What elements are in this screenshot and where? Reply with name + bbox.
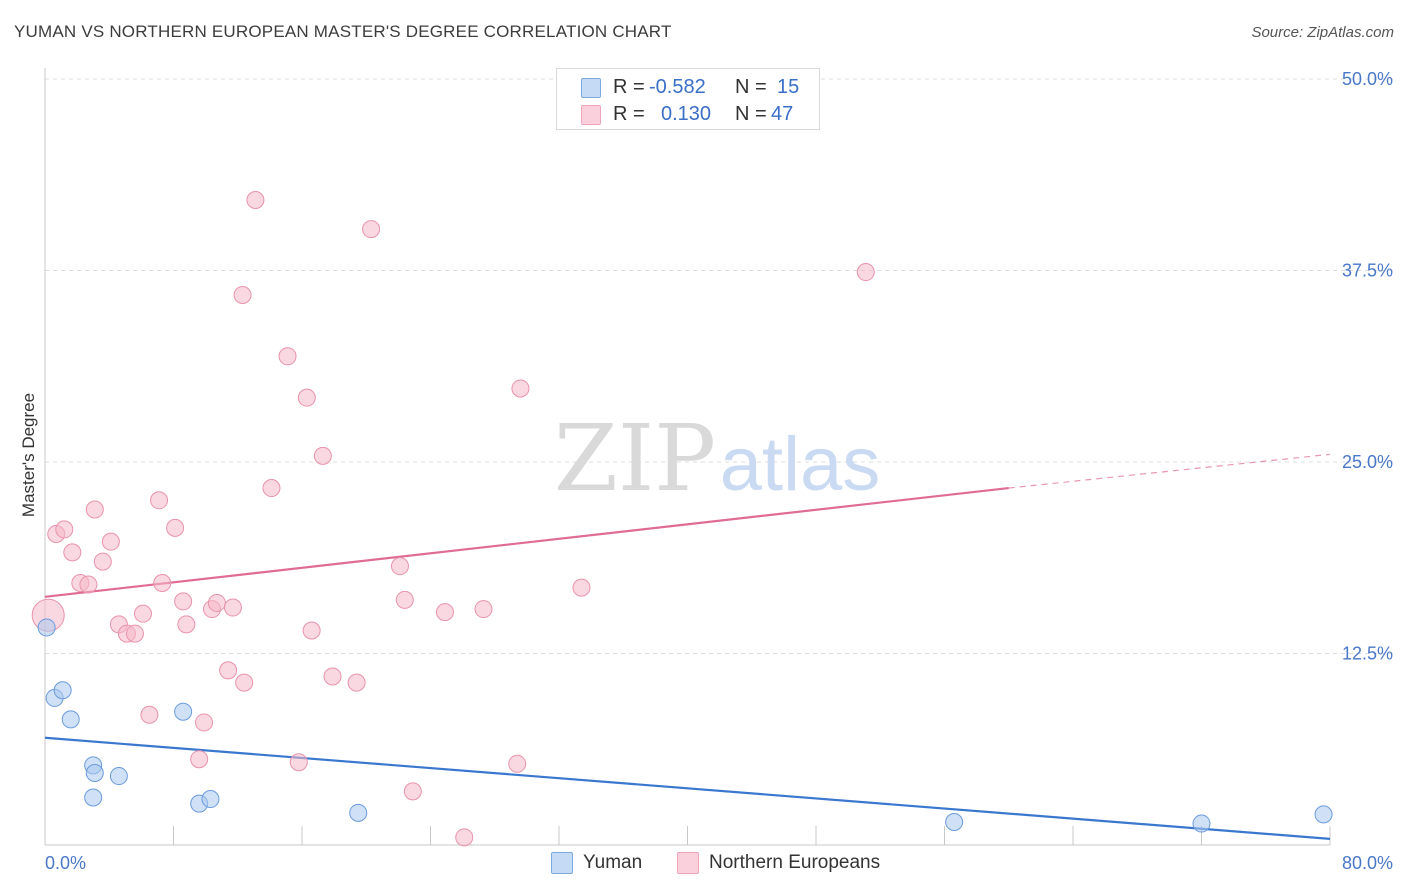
point-yuman bbox=[945, 813, 964, 832]
point-yuman bbox=[84, 788, 103, 807]
point-northern-europeans bbox=[323, 667, 342, 686]
y-tick-label: 50.0% bbox=[1342, 69, 1393, 89]
point-yuman bbox=[349, 803, 368, 822]
point-northern-europeans bbox=[125, 624, 144, 643]
point-northern-europeans bbox=[511, 379, 530, 398]
point-northern-europeans bbox=[177, 615, 196, 634]
point-northern-europeans bbox=[195, 713, 214, 732]
trend-line-northern-europeans bbox=[44, 486, 1009, 598]
legend-r-value: -0.582 bbox=[649, 76, 706, 98]
legend-n-label: N = bbox=[735, 103, 767, 125]
point-northern-europeans bbox=[390, 557, 409, 576]
point-northern-europeans bbox=[153, 574, 172, 593]
x-tick-label: 80.0% bbox=[1342, 853, 1393, 873]
legend-n-value: 15 bbox=[777, 76, 800, 98]
point-northern-europeans bbox=[362, 220, 381, 239]
point-northern-europeans bbox=[133, 604, 152, 623]
trend-line-yuman bbox=[44, 736, 1331, 840]
chart-source: Source: ZipAtlas.com bbox=[1251, 24, 1394, 41]
point-northern-europeans bbox=[262, 479, 281, 498]
point-yuman bbox=[61, 710, 80, 729]
point-northern-europeans bbox=[395, 590, 414, 609]
point-northern-europeans bbox=[63, 543, 82, 562]
point-northern-europeans bbox=[166, 518, 185, 537]
point-northern-europeans bbox=[207, 593, 226, 612]
point-northern-europeans bbox=[101, 532, 120, 551]
axis-layer bbox=[44, 68, 1331, 846]
point-northern-europeans bbox=[55, 520, 74, 539]
point-northern-europeans bbox=[235, 673, 254, 692]
point-northern-europeans bbox=[79, 575, 98, 594]
watermark: ZIP atlas bbox=[554, 405, 880, 512]
point-northern-europeans bbox=[233, 286, 252, 305]
point-northern-europeans bbox=[289, 753, 308, 772]
point-northern-europeans bbox=[508, 754, 527, 773]
point-northern-europeans bbox=[85, 500, 104, 519]
point-yuman bbox=[1192, 814, 1211, 833]
point-yuman bbox=[174, 702, 193, 721]
watermark-zip: ZIP bbox=[554, 405, 716, 512]
legend-r-value: 0.130 bbox=[661, 103, 712, 125]
point-northern-europeans bbox=[856, 263, 875, 282]
legend-r-label: R = bbox=[613, 76, 645, 98]
chart-title: YUMAN VS NORTHERN EUROPEAN MASTER'S DEGR… bbox=[14, 22, 672, 41]
point-northern-europeans bbox=[150, 491, 169, 510]
y-tick-label: 25.0% bbox=[1342, 452, 1393, 472]
point-northern-europeans bbox=[278, 347, 297, 366]
ticks-layer: 12.5% 25.0% 37.5% 50.0% 0.0% 80.0% bbox=[45, 69, 1393, 873]
stats-legend: R = -0.582 N = 15 R = 0.130 N = 47 bbox=[556, 68, 820, 130]
points-layer bbox=[31, 191, 1333, 847]
x-tick-label: 0.0% bbox=[45, 853, 86, 873]
point-northern-europeans bbox=[246, 191, 265, 210]
legend-swatch-northern-europeans bbox=[581, 105, 601, 125]
legend-n-value: 47 bbox=[771, 103, 794, 125]
point-northern-europeans bbox=[140, 705, 159, 724]
point-yuman bbox=[85, 763, 104, 782]
legend-n-label: N = bbox=[735, 76, 767, 98]
legend-r-label: R = bbox=[613, 103, 645, 125]
trend-layer bbox=[44, 453, 1331, 840]
point-northern-europeans bbox=[455, 828, 474, 847]
point-northern-europeans bbox=[190, 750, 209, 769]
point-northern-europeans bbox=[474, 600, 493, 619]
point-northern-europeans bbox=[435, 603, 454, 622]
point-yuman bbox=[37, 618, 56, 637]
y-tick-label: 12.5% bbox=[1342, 644, 1393, 664]
point-northern-europeans bbox=[313, 446, 332, 465]
point-northern-europeans bbox=[302, 621, 321, 640]
point-yuman bbox=[109, 767, 128, 786]
point-northern-europeans bbox=[219, 661, 238, 680]
trend-line-extension-northern-europeans bbox=[1008, 453, 1331, 489]
point-northern-europeans bbox=[174, 592, 193, 611]
bottom-legend-swatch-yuman bbox=[551, 852, 573, 874]
point-northern-europeans bbox=[297, 388, 316, 407]
bottom-legend-label-northern-europeans: Northern Europeans bbox=[709, 852, 881, 873]
point-northern-europeans bbox=[572, 578, 591, 597]
bottom-legend-swatch-northern-europeans bbox=[677, 852, 699, 874]
legend-swatch-yuman bbox=[581, 78, 601, 98]
point-yuman bbox=[201, 790, 220, 809]
watermark-atlas: atlas bbox=[720, 422, 881, 507]
point-northern-europeans bbox=[347, 673, 366, 692]
point-northern-europeans bbox=[223, 598, 242, 617]
y-tick-label: 37.5% bbox=[1342, 261, 1393, 281]
y-axis-label: Master's Degree bbox=[19, 393, 38, 517]
point-yuman bbox=[53, 681, 72, 700]
point-northern-europeans bbox=[403, 782, 422, 801]
point-yuman bbox=[1314, 805, 1333, 824]
point-northern-europeans bbox=[93, 552, 112, 571]
bottom-legend-label-yuman: Yuman bbox=[583, 852, 643, 873]
grid-layer bbox=[45, 78, 1395, 654]
